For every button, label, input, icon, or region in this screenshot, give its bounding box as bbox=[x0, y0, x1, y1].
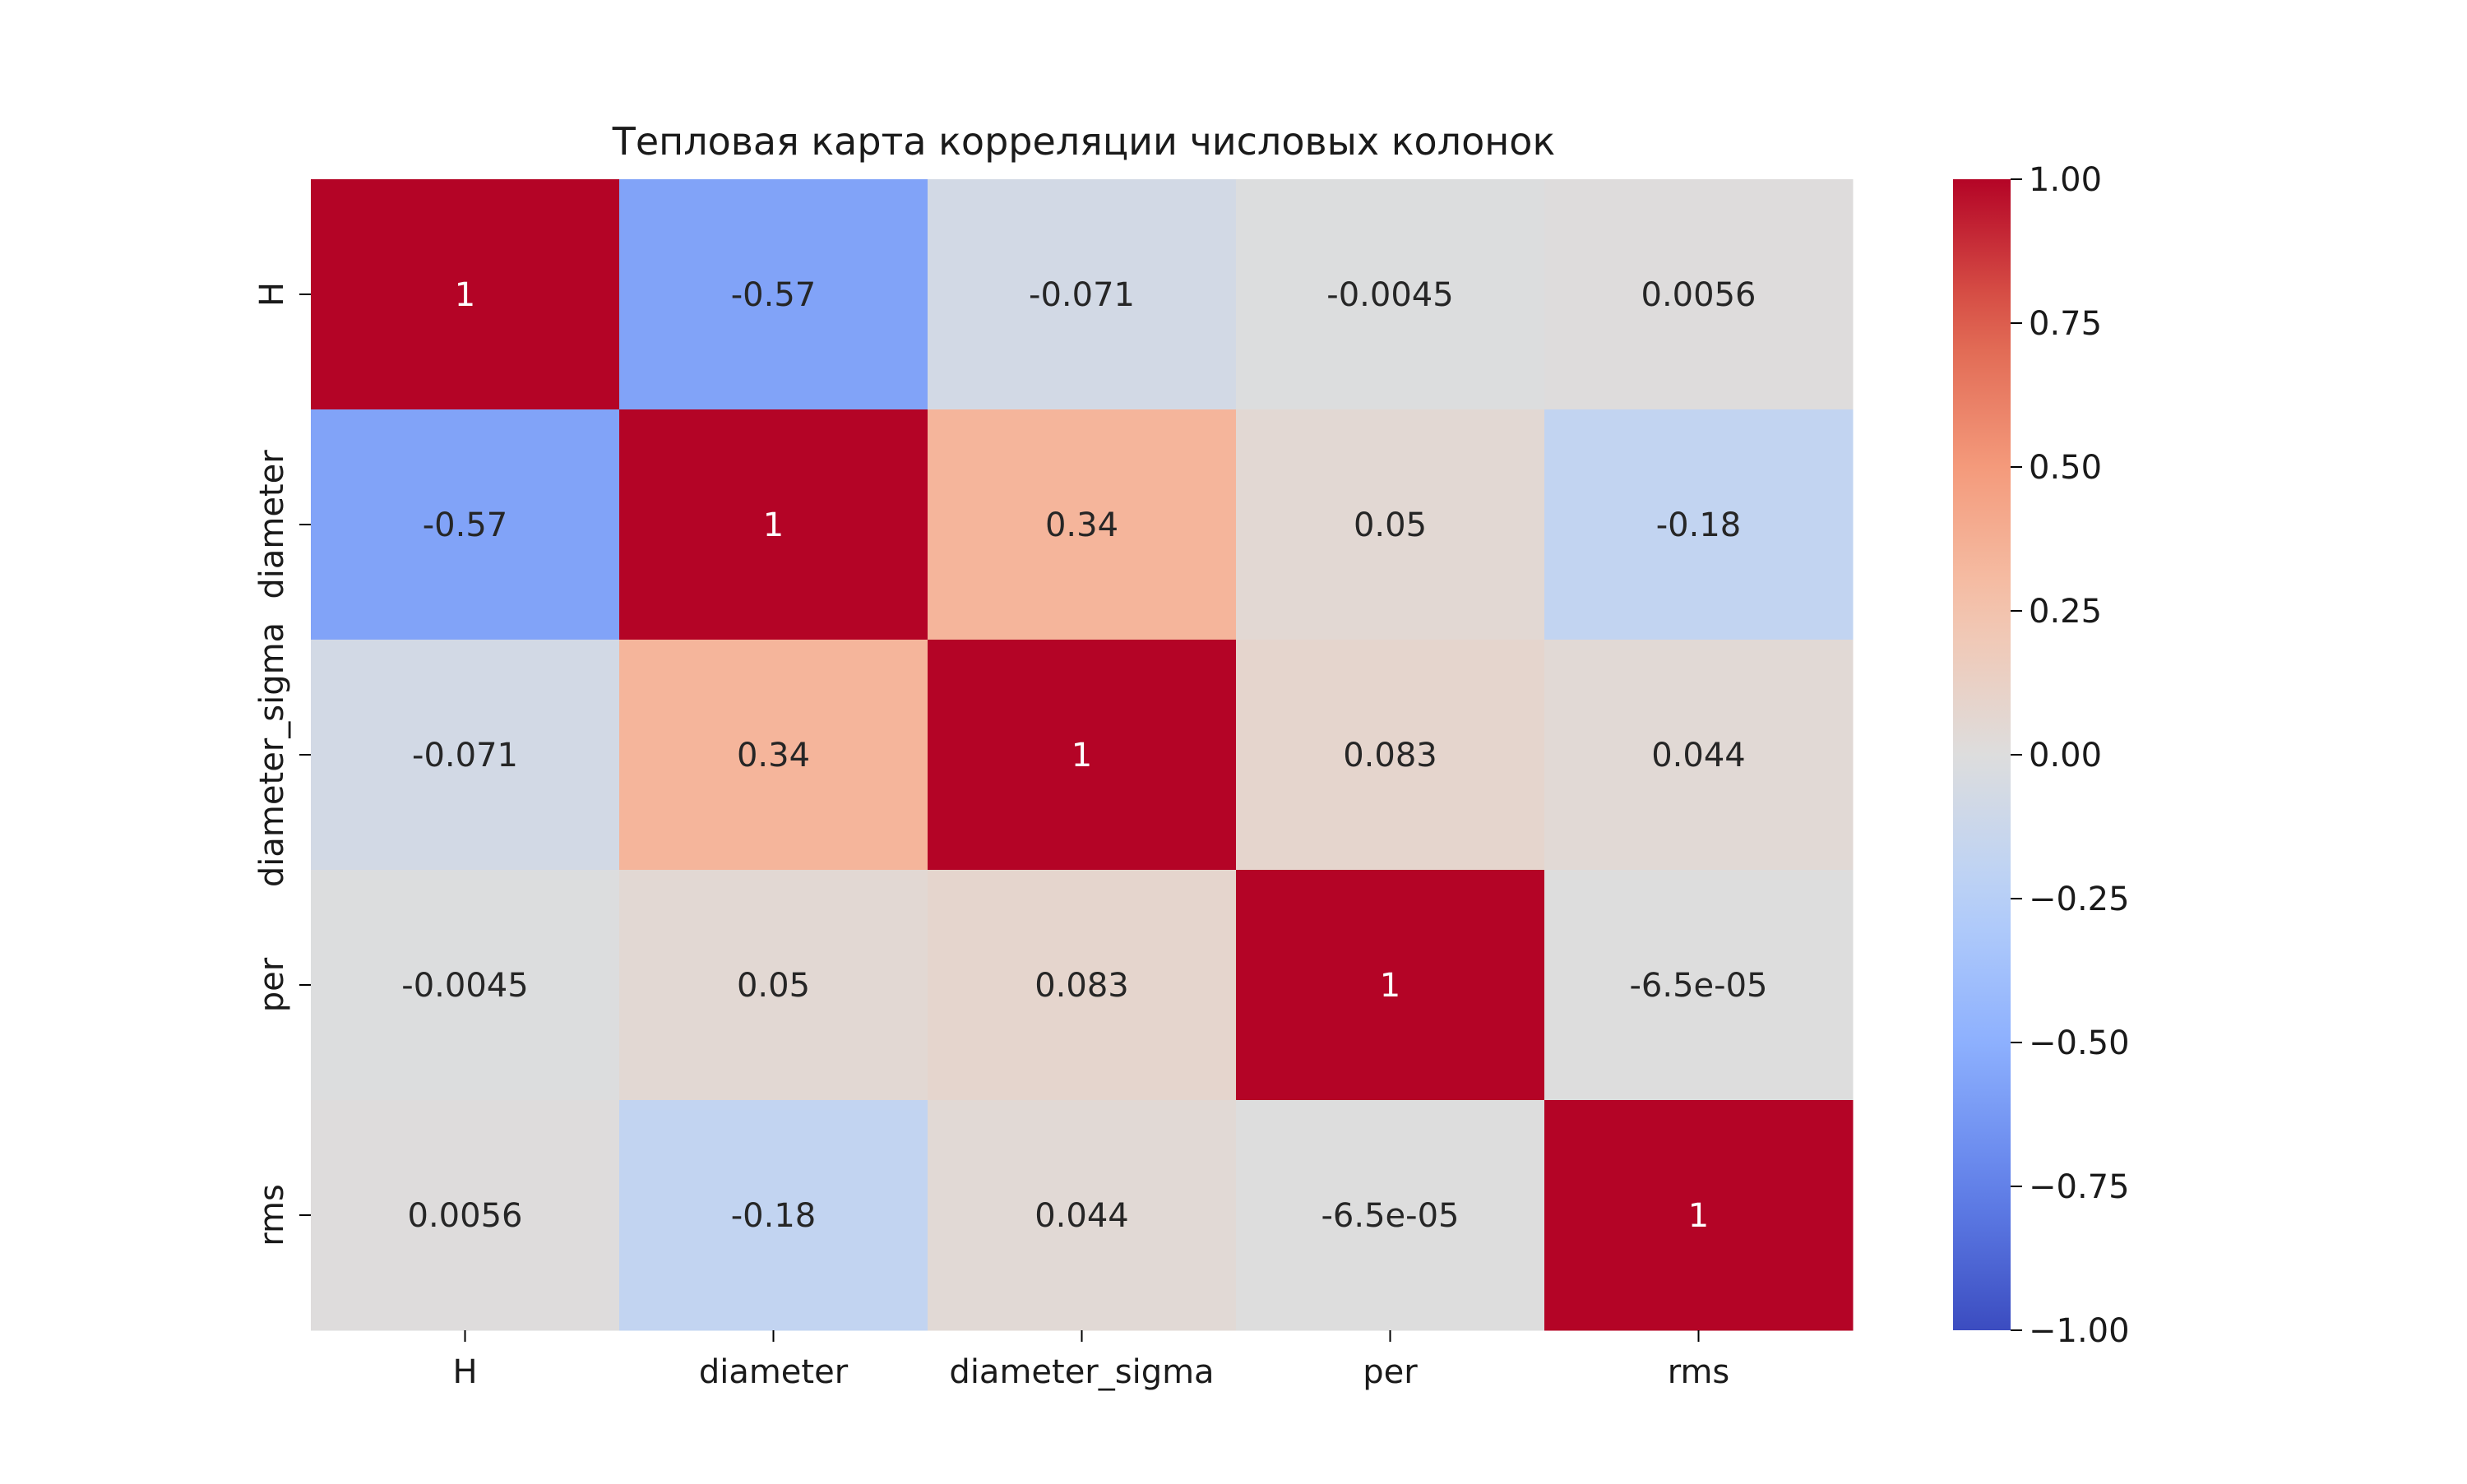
cell-annotation: -0.071 bbox=[1029, 276, 1135, 314]
cell-annotation: 0.05 bbox=[1354, 506, 1427, 544]
cell-annotation: -0.18 bbox=[1656, 506, 1742, 544]
x-tick-label: H bbox=[452, 1353, 477, 1391]
cell-annotation: 0.34 bbox=[737, 737, 810, 774]
cell-annotation: -0.18 bbox=[731, 1197, 817, 1235]
heatmap-cell bbox=[311, 409, 620, 640]
cell-annotation: 1 bbox=[1380, 967, 1400, 1005]
heatmap-cell bbox=[928, 870, 1237, 1101]
heatmap-cell bbox=[1544, 1100, 1854, 1331]
y-tick-label: rms bbox=[253, 1184, 291, 1246]
heatmap-cell bbox=[1236, 640, 1545, 871]
heatmap-cell bbox=[1236, 179, 1545, 410]
heatmap-cell bbox=[311, 870, 620, 1101]
colorbar-gradient bbox=[1953, 179, 2011, 1330]
cell-annotation: 0.083 bbox=[1343, 737, 1437, 774]
heatmap-cell bbox=[928, 409, 1237, 640]
cell-annotation: 0.044 bbox=[1651, 737, 1746, 774]
cell-annotation: 0.0056 bbox=[1641, 276, 1757, 314]
cell-annotation: 0.34 bbox=[1045, 506, 1118, 544]
colorbar-tick-label: 0.00 bbox=[2029, 737, 2102, 774]
cell-annotation: -6.5e-05 bbox=[1630, 967, 1768, 1005]
cell-annotation: 0.05 bbox=[737, 967, 810, 1005]
cell-annotations: 1 -0.57 -0.071 -0.0045 0.0056 -0.57 1 0.34 0.05 -… bbox=[401, 276, 1767, 1235]
y-tick-label: H bbox=[253, 282, 291, 307]
y-tick-label: per bbox=[253, 957, 291, 1012]
x-tick-label: diameter bbox=[699, 1353, 849, 1391]
y-tick-label: diameter_sigma bbox=[253, 622, 291, 887]
colorbar-tick-label: 0.50 bbox=[2029, 449, 2102, 487]
cell-annotation: -0.57 bbox=[423, 506, 508, 544]
colorbar: 1.00 0.75 0.50 0.25 0.00 −0.25 −0.50 −0.75 −1.00 bbox=[1953, 161, 2130, 1350]
heatmap-cell bbox=[928, 1100, 1237, 1331]
heatmap-cell bbox=[311, 1100, 620, 1331]
heatmap-cell bbox=[1544, 179, 1854, 410]
cell-annotation: 1 bbox=[455, 276, 475, 314]
cell-annotation: 0.0056 bbox=[408, 1197, 523, 1235]
cell-annotation: -0.57 bbox=[731, 276, 817, 314]
x-tick-label: per bbox=[1363, 1353, 1418, 1391]
heatmap-cell bbox=[619, 640, 928, 871]
colorbar-tick-label: −1.00 bbox=[2029, 1312, 2130, 1350]
heatmap-cell bbox=[619, 179, 928, 410]
heatmap-cell bbox=[619, 1100, 928, 1331]
cell-annotation: 0.044 bbox=[1034, 1197, 1129, 1235]
heatmap-cell bbox=[928, 179, 1237, 410]
cell-annotation: -0.0045 bbox=[401, 967, 528, 1005]
heatmap-cell bbox=[1544, 409, 1854, 640]
cell-annotation: 1 bbox=[1688, 1197, 1709, 1235]
chart-title: Тепловая карта корреляции числовых колон… bbox=[612, 119, 1555, 164]
heatmap-cell bbox=[1236, 870, 1545, 1101]
heatmap-cell bbox=[311, 640, 620, 871]
colorbar-tick-label: −0.75 bbox=[2029, 1168, 2130, 1206]
colorbar-tick-label: −0.25 bbox=[2029, 881, 2130, 918]
colorbar-tick-label: 0.25 bbox=[2029, 593, 2102, 631]
cell-annotation: -6.5e-05 bbox=[1321, 1197, 1460, 1235]
heatmap-cell bbox=[1544, 640, 1854, 871]
heatmap-cell bbox=[619, 870, 928, 1101]
heatmap-cell bbox=[311, 179, 620, 410]
heatmap-cell bbox=[1236, 409, 1545, 640]
cell-annotation: -0.071 bbox=[412, 737, 518, 774]
heatmap-cell bbox=[1236, 1100, 1545, 1331]
cell-annotation: -0.0045 bbox=[1326, 276, 1453, 314]
heatmap-cells bbox=[311, 179, 1854, 1331]
x-tick-label: diameter_sigma bbox=[949, 1353, 1214, 1391]
heatmap-cell bbox=[619, 409, 928, 640]
colorbar-tick-label: 1.00 bbox=[2029, 161, 2102, 199]
cell-annotation: 1 bbox=[1072, 737, 1092, 774]
x-tick-label: rms bbox=[1668, 1353, 1730, 1391]
colorbar-tick-label: 0.75 bbox=[2029, 305, 2102, 343]
colorbar-tick-label: −0.50 bbox=[2029, 1024, 2130, 1062]
heatmap-cell bbox=[928, 640, 1237, 871]
heatmap-cell bbox=[1544, 870, 1854, 1101]
y-tick-label: diameter bbox=[253, 450, 291, 599]
cell-annotation: 0.083 bbox=[1034, 967, 1129, 1005]
cell-annotation: 1 bbox=[763, 506, 784, 544]
